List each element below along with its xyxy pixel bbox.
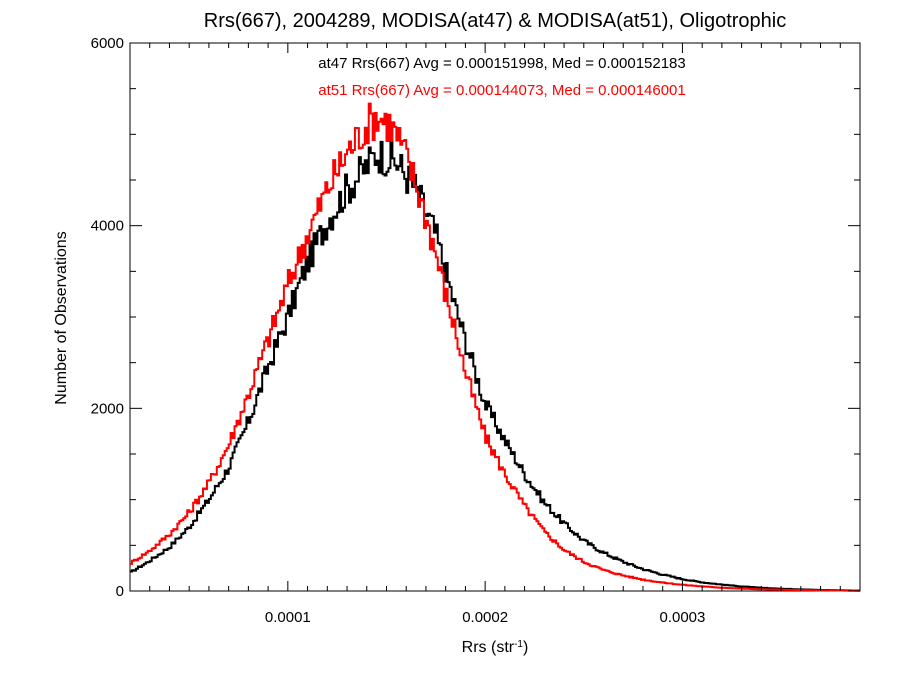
x-axis-label-main: Rrs (str <box>462 639 515 656</box>
x-axis-label-close: ) <box>523 639 528 656</box>
y-tick-label: 6000 <box>91 35 124 52</box>
y-tick-label: 0 <box>116 583 124 600</box>
stat-label-at51: at51 Rrs(667) Avg = 0.000144073, Med = 0… <box>318 82 686 99</box>
y-axis-label: Number of Observations <box>53 231 70 404</box>
plot-border <box>129 42 861 592</box>
x-axis-label: Rrs (str-1) <box>462 639 529 657</box>
stat-label-at47: at47 Rrs(667) Avg = 0.000151998, Med = 0… <box>318 55 686 72</box>
histogram-series-at51 <box>130 102 860 592</box>
series-layer <box>130 102 860 592</box>
x-tick-label: 0.0002 <box>462 609 508 626</box>
x-tick-label: 0.0001 <box>265 609 311 626</box>
y-tick-label: 2000 <box>91 400 124 417</box>
plot-frame <box>129 42 861 592</box>
x-tick-label: 0.0003 <box>659 609 705 626</box>
chart-title: Rrs(667), 2004289, MODISA(at47) & MODISA… <box>204 10 786 32</box>
y-tick-label: 4000 <box>91 218 124 235</box>
x-axis-label-sup: -1 <box>514 639 523 650</box>
ticks-layer: 0.0001 0.0002 0.0003 0 2000 4000 6000 <box>91 35 861 626</box>
histogram-series-at47 <box>130 139 860 592</box>
